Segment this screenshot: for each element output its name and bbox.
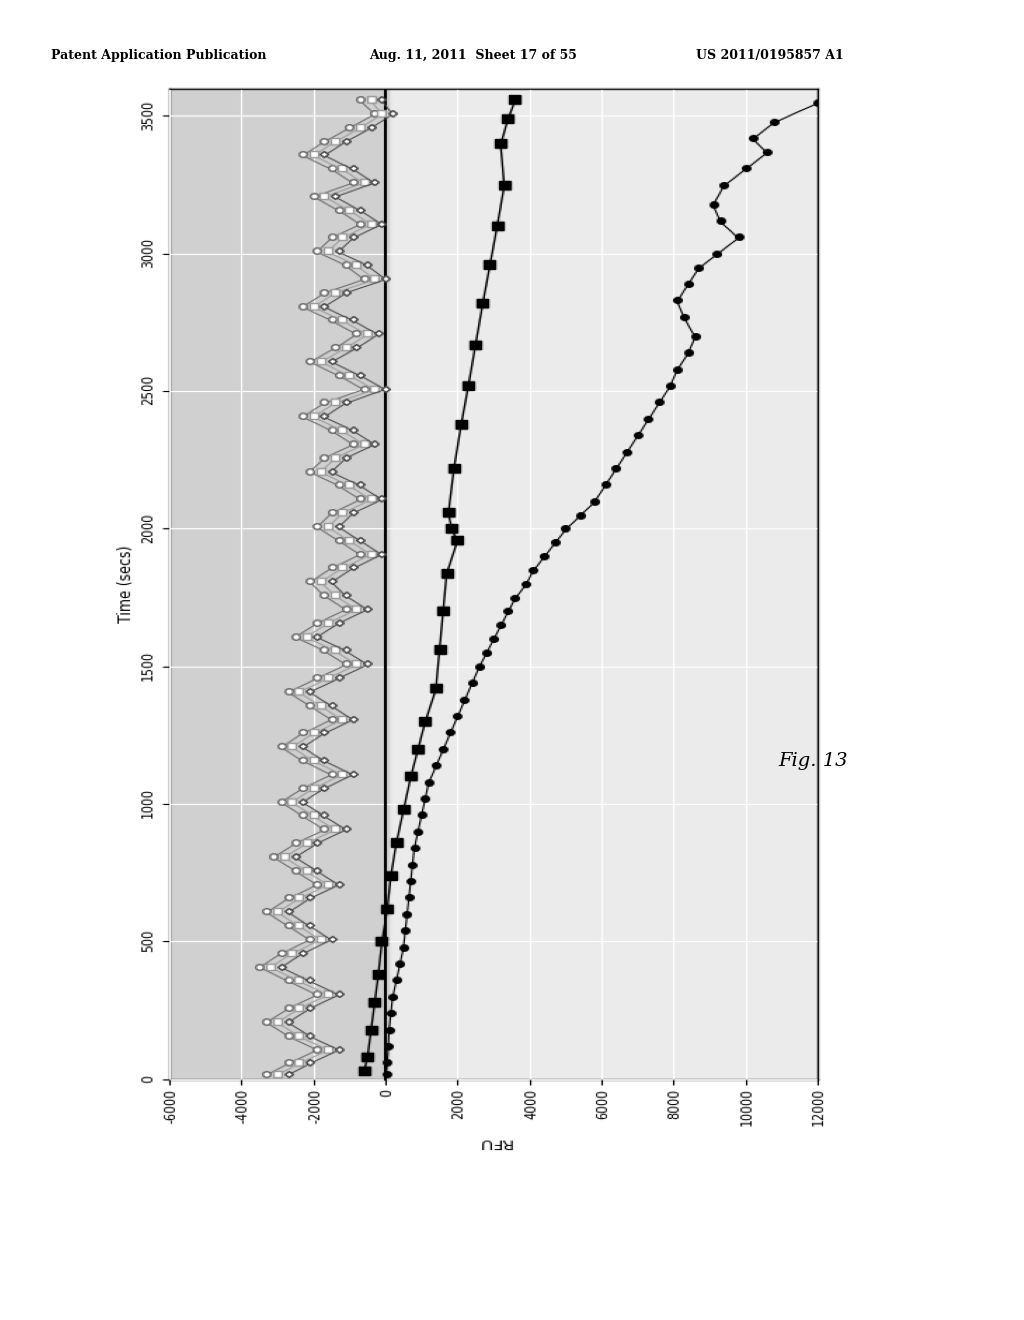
Text: Fig. 13: Fig. 13	[778, 751, 848, 770]
Text: Patent Application Publication: Patent Application Publication	[51, 49, 266, 62]
Text: Aug. 11, 2011  Sheet 17 of 55: Aug. 11, 2011 Sheet 17 of 55	[369, 49, 577, 62]
Text: US 2011/0195857 A1: US 2011/0195857 A1	[696, 49, 844, 62]
